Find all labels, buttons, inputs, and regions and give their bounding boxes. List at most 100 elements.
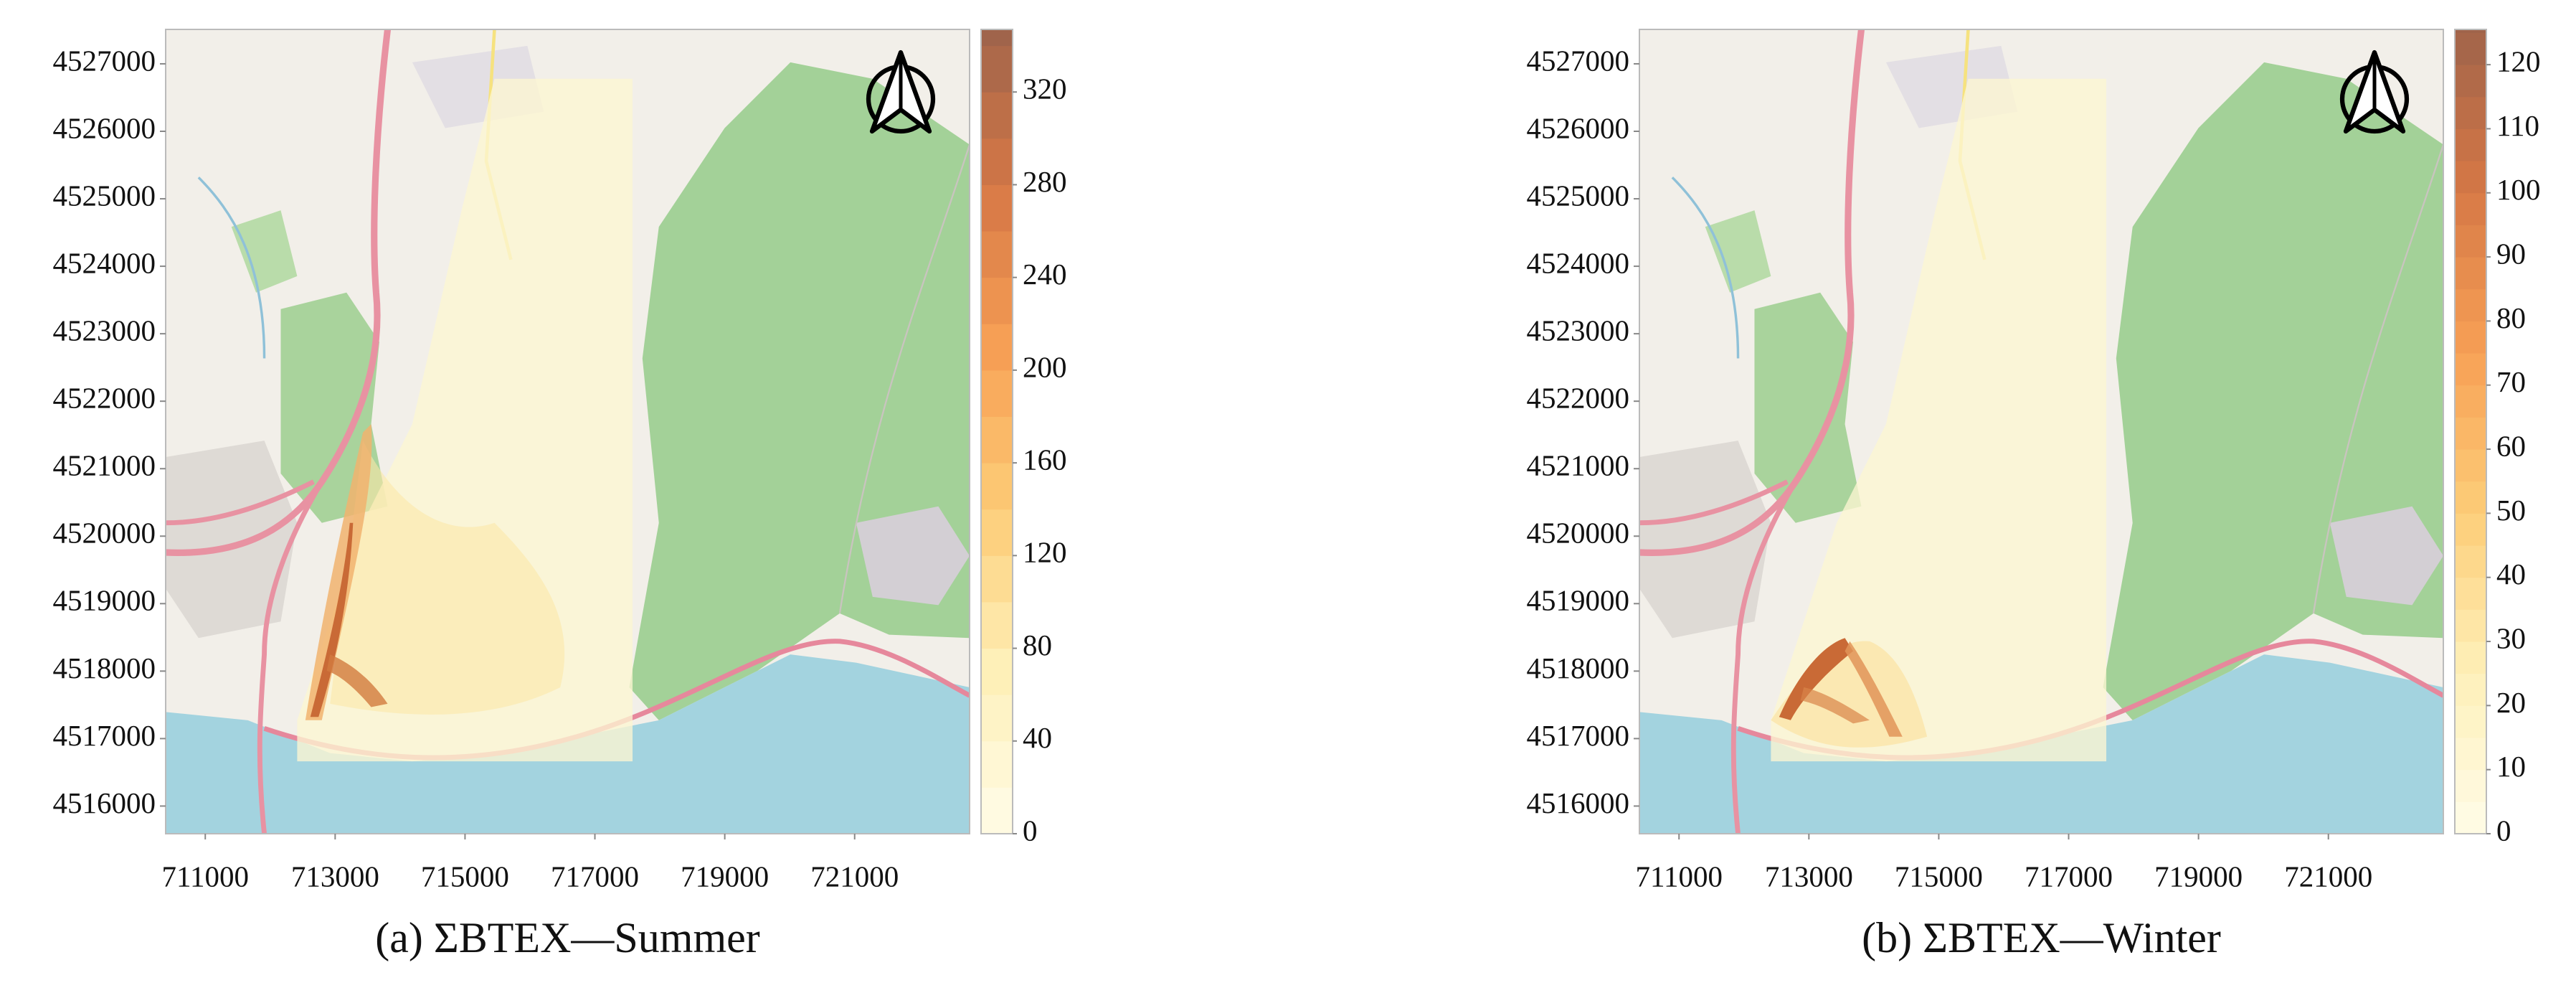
colorbar-band <box>981 370 1013 418</box>
colorbar-tick-label: 280 <box>1023 165 1067 198</box>
colorbar-band <box>2455 609 2486 642</box>
colorbar-tick-label: 320 <box>1023 72 1067 105</box>
colorbar-tick-label: 160 <box>1023 443 1067 476</box>
colorbar-band <box>2455 353 2486 386</box>
y-tick-label: 4527000 <box>53 44 156 77</box>
x-tick-label: 717000 <box>551 860 639 893</box>
y-tick-label: 4516000 <box>53 786 156 819</box>
colorbar-tick-label: 30 <box>2496 621 2526 654</box>
colorbar-band <box>981 416 1013 463</box>
colorbar-tick-label: 90 <box>2496 237 2526 270</box>
colorbar-band <box>981 92 1013 139</box>
colorbar-band <box>2455 705 2486 738</box>
y-tick-label: 4523000 <box>53 314 156 347</box>
map-frame <box>1639 29 2444 834</box>
caption: (b) ΣBTEX—Winter <box>1862 914 2221 961</box>
colorbar-band <box>2455 225 2486 258</box>
colorbar-band <box>981 277 1013 324</box>
y-tick-label: 4519000 <box>1527 584 1630 617</box>
y-tick-label: 4521000 <box>1527 449 1630 482</box>
colorbar-band <box>2455 545 2486 578</box>
colorbar-tick-label: 60 <box>2496 429 2526 462</box>
colorbar-band <box>981 231 1013 278</box>
colorbar-band <box>981 601 1013 649</box>
colorbar-tick-label: 80 <box>1023 629 1052 662</box>
colorbar-band <box>2455 641 2486 674</box>
colorbar-band <box>981 324 1013 371</box>
panel-a-map <box>166 29 970 834</box>
y-tick-label: 4521000 <box>53 449 156 482</box>
colorbar-band <box>981 29 1013 47</box>
y-tick-label: 4520000 <box>53 517 156 550</box>
x-tick-label: 711000 <box>161 860 248 893</box>
y-tick-label: 4517000 <box>53 719 156 752</box>
colorbar-band <box>981 555 1013 603</box>
colorbar-band <box>981 740 1013 788</box>
colorbar-band <box>981 648 1013 695</box>
colorbar-tick-label: 70 <box>2496 365 2526 398</box>
y-tick-label: 4519000 <box>53 584 156 617</box>
y-tick-label: 4517000 <box>1527 719 1630 752</box>
y-tick-label: 4525000 <box>1527 179 1630 212</box>
colorbar-tick-label: 40 <box>2496 557 2526 590</box>
colorbar-tick-label: 10 <box>2496 750 2526 783</box>
caption: (a) ΣBTEX—Summer <box>375 914 760 961</box>
colorbar-band <box>981 787 1013 834</box>
colorbar-tick-label: 240 <box>1023 258 1067 291</box>
y-tick-label: 4526000 <box>1527 111 1630 144</box>
colorbar-tick-label: 0 <box>2496 814 2511 847</box>
colorbar-band <box>2455 449 2486 482</box>
colorbar-band <box>2455 257 2486 290</box>
colorbar-band <box>2455 161 2486 194</box>
colorbar-tick-label: 100 <box>2496 173 2541 206</box>
x-tick-label: 721000 <box>2284 860 2372 893</box>
colorbar-tick-label: 120 <box>2496 45 2541 78</box>
y-tick-label: 4518000 <box>1527 651 1630 684</box>
x-tick-label: 717000 <box>2025 860 2113 893</box>
panel-b-map <box>1639 29 2443 834</box>
colorbar-band <box>2455 321 2486 354</box>
colorbar-band <box>2455 481 2486 514</box>
x-tick-label: 713000 <box>1765 860 1853 893</box>
colorbar-band <box>981 463 1013 510</box>
x-tick-label: 719000 <box>2154 860 2243 893</box>
y-tick-label: 4527000 <box>1527 44 1630 77</box>
colorbar-band <box>2455 192 2486 225</box>
y-tick-label: 4522000 <box>53 382 156 415</box>
colorbar-band <box>2455 769 2486 802</box>
x-tick-label: 713000 <box>291 860 379 893</box>
colorbar-band <box>2455 577 2486 610</box>
colorbar-band <box>2455 32 2486 65</box>
colorbar-tick-label: 50 <box>2496 494 2526 527</box>
colorbar-band <box>981 138 1013 185</box>
x-tick-label: 715000 <box>421 860 509 893</box>
colorbar-band <box>2455 385 2486 418</box>
colorbar-band <box>981 45 1013 93</box>
x-tick-label: 711000 <box>1635 860 1722 893</box>
colorbar-tick-label: 20 <box>2496 686 2526 719</box>
y-tick-label: 4522000 <box>1527 382 1630 415</box>
y-tick-label: 4525000 <box>53 179 156 212</box>
y-tick-label: 4523000 <box>1527 314 1630 347</box>
colorbar-band <box>2455 417 2486 450</box>
y-tick-label: 4524000 <box>1527 246 1630 279</box>
y-tick-label: 4516000 <box>1527 786 1630 819</box>
y-tick-label: 4524000 <box>53 246 156 279</box>
colorbar-band <box>2455 128 2486 161</box>
map-frame <box>165 29 970 834</box>
x-tick-label: 715000 <box>1895 860 1983 893</box>
y-tick-label: 4518000 <box>53 651 156 684</box>
y-tick-label: 4526000 <box>53 111 156 144</box>
colorbar-band <box>2455 29 2486 33</box>
colorbar-band <box>981 509 1013 556</box>
x-tick-label: 721000 <box>810 860 899 893</box>
colorbar-band <box>2455 738 2486 771</box>
colorbar-band <box>2455 801 2486 834</box>
colorbar-tick-label: 110 <box>2496 109 2539 142</box>
colorbar-band <box>2455 65 2486 98</box>
colorbar-tick-label: 200 <box>1023 350 1067 383</box>
colorbar-tick-label: 120 <box>1023 536 1067 569</box>
colorbar-band <box>981 184 1013 232</box>
